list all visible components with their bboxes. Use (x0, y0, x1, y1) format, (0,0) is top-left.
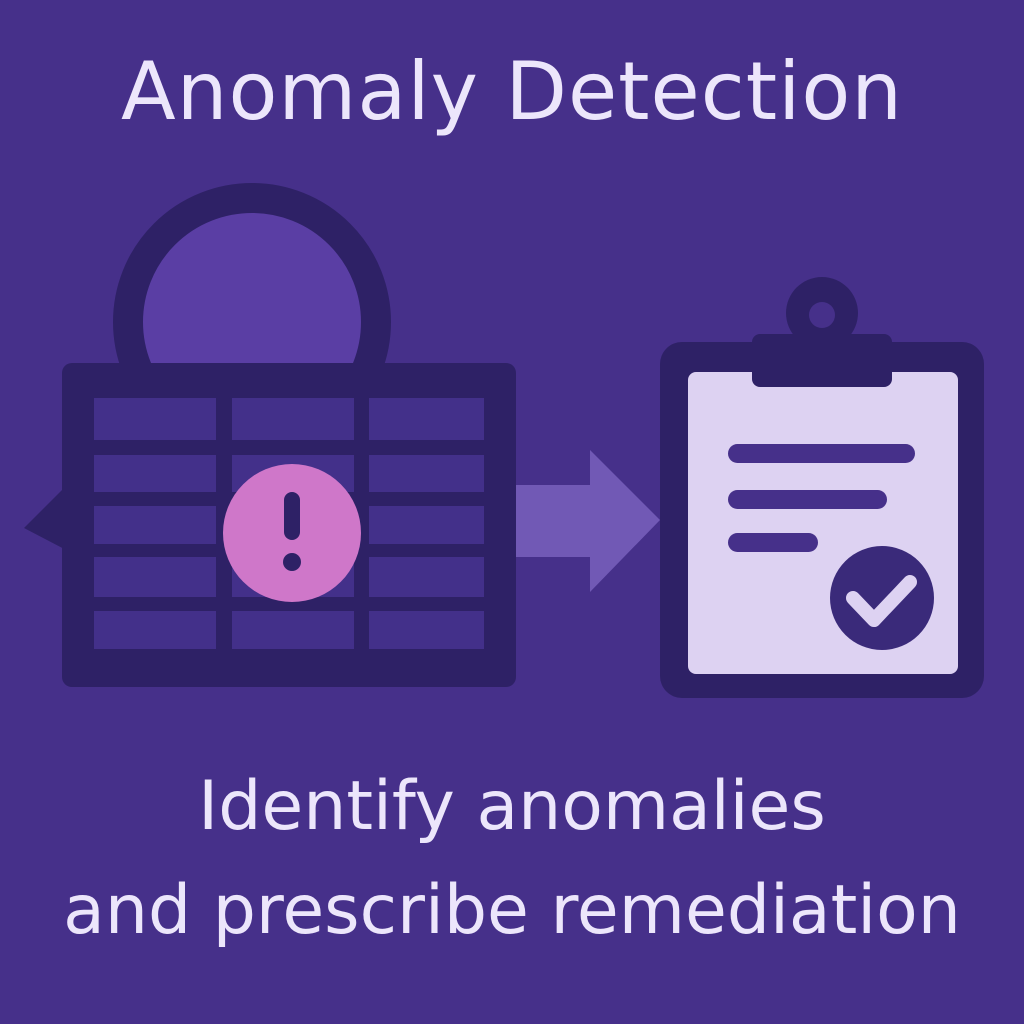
subtitle: Identify anomalies and prescribe remedia… (0, 755, 1024, 963)
checkmark-icon (830, 546, 934, 650)
page-title: Anomaly Detection (121, 45, 903, 138)
exclamation-alert-icon (223, 464, 361, 602)
clipboard-report-icon (660, 277, 984, 698)
arrow-right-icon (516, 450, 660, 592)
subtitle-line-2: and prescribe remediation (63, 871, 961, 950)
subtitle-line-1: Identify anomalies (198, 767, 826, 846)
